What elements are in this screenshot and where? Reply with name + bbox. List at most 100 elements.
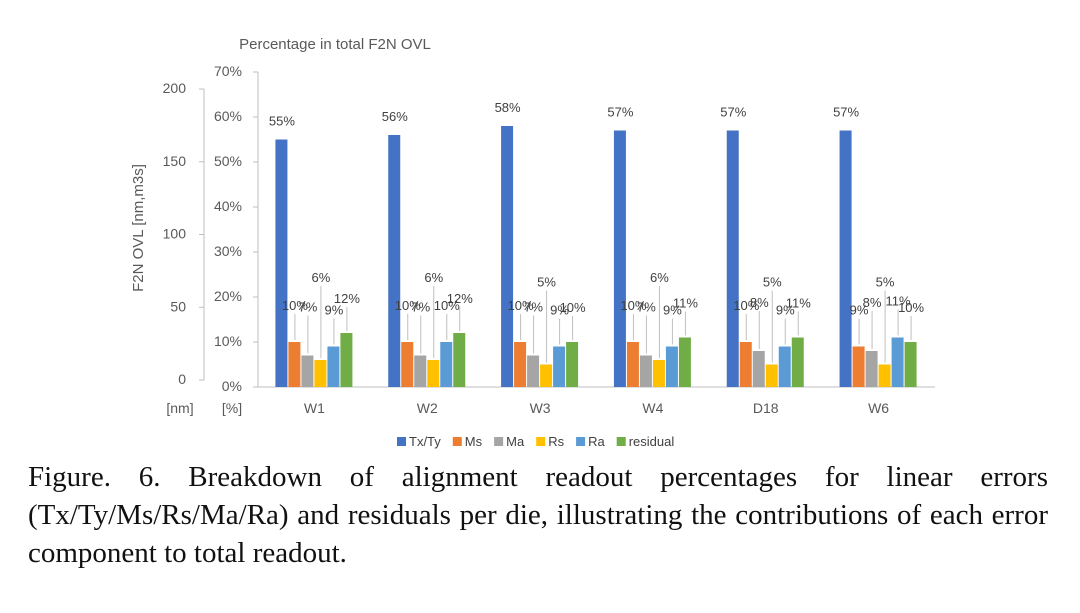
data-label: 7% [411, 300, 430, 315]
bar-series [275, 126, 917, 387]
data-label: 11% [673, 296, 698, 311]
bar-ra [778, 346, 791, 387]
x-axis-tick-label: W3 [530, 400, 551, 416]
data-label: 10% [395, 298, 421, 313]
data-label: 9% [325, 303, 344, 318]
data-label: 5% [537, 275, 556, 290]
bar-residual [340, 333, 353, 387]
x-axis-tick-label: W1 [304, 400, 325, 416]
bar-ms [852, 346, 865, 387]
data-label: 7% [524, 300, 543, 315]
legend-entry: Tx/Ty [409, 434, 441, 449]
data-label: 57% [833, 105, 859, 120]
bar-ma [639, 355, 652, 387]
legend-swatch [616, 437, 626, 446]
data-label: 7% [299, 300, 318, 315]
data-label: 10% [560, 300, 586, 315]
data-label: 57% [720, 105, 746, 120]
legend-swatch [452, 437, 462, 446]
bar-chart: Percentage in total F2N OVL F2N OVL [nm,… [130, 36, 935, 449]
data-label: 9% [550, 303, 569, 318]
data-label: 11% [786, 296, 811, 311]
legend-swatch [494, 437, 504, 446]
bar-txty [839, 130, 852, 387]
data-label: 10% [508, 298, 534, 313]
bar-ra [553, 346, 566, 387]
legend-entry: Ma [506, 434, 525, 449]
bar-ms [288, 342, 301, 387]
bar-ma [865, 351, 878, 387]
legend-entry: Ra [588, 434, 605, 449]
data-label: 5% [763, 275, 782, 290]
bar-ms [739, 342, 752, 387]
data-label: 11% [886, 294, 911, 309]
data-label: 6% [312, 270, 331, 285]
data-label: 8% [863, 295, 882, 310]
x-axis-tick-label: W2 [417, 400, 438, 416]
bar-rs [314, 360, 327, 387]
y-axis-pct-tick-label: 30% [214, 243, 242, 259]
data-label: 56% [382, 109, 408, 124]
figure-caption: Figure. 6. Breakdown of alignment readou… [28, 461, 1048, 569]
y-axis-nm-tick-label: 150 [163, 153, 187, 169]
bar-txty [501, 126, 514, 387]
bar-ms [514, 342, 527, 387]
y-axis-nm-tick-label: 200 [163, 80, 187, 96]
legend-entry: residual [629, 434, 675, 449]
y-axis-nm-tick-label: 0 [178, 371, 186, 387]
bar-ra [327, 346, 340, 387]
data-label: 6% [424, 270, 443, 285]
data-label: 58% [495, 100, 521, 115]
bar-txty [726, 130, 739, 387]
bar-ma [414, 355, 427, 387]
legend-entry: Ms [465, 434, 483, 449]
bar-ra [440, 342, 453, 387]
data-label: 10% [898, 300, 924, 315]
bar-txty [388, 135, 401, 387]
y-axis-nm-unit: [nm] [166, 400, 193, 416]
y-axis-pct-tick-label: 0% [222, 378, 242, 394]
data-label: 9% [776, 303, 795, 318]
data-label: 10% [733, 298, 759, 313]
legend-swatch [397, 437, 406, 446]
bar-rs [652, 360, 665, 387]
legend-swatch [536, 437, 546, 446]
data-label: 12% [447, 291, 473, 306]
data-label: 10% [434, 298, 460, 313]
data-label: 7% [637, 300, 656, 315]
bar-txty [275, 139, 288, 387]
legend-entry: Rs [548, 434, 564, 449]
data-label: 10% [620, 298, 646, 313]
bar-txty [613, 130, 626, 387]
legend-swatch [576, 437, 586, 446]
data-label: 57% [607, 105, 633, 120]
y-axis-nm-tick-label: 50 [170, 298, 186, 314]
data-label: 5% [876, 275, 895, 290]
bar-ma [301, 355, 314, 387]
bar-rs [765, 364, 778, 387]
y-axis-pct-tick-label: 10% [214, 333, 242, 349]
bar-residual [678, 337, 691, 387]
y-axis-pct-unit: [%] [222, 400, 242, 416]
data-label: 10% [282, 298, 308, 313]
y-axis-pct-tick-label: 70% [214, 63, 242, 79]
legend: Tx/Ty Ms Ma Rs Ra residual [397, 434, 674, 449]
data-labels: 55%10%7%6%9%12%56%10%7%6%10%12%58%10%7%5… [269, 100, 925, 363]
bar-rs [878, 364, 891, 387]
data-label: 12% [334, 291, 360, 306]
bar-ma [527, 355, 540, 387]
x-axis-tick-label: W4 [642, 400, 663, 416]
bar-residual [453, 333, 466, 387]
y-axis-pct-tick-label: 20% [214, 288, 242, 304]
bar-ma [752, 351, 765, 387]
data-label: 8% [750, 295, 769, 310]
bar-rs [427, 360, 440, 387]
y-axis-pct-tick-label: 60% [214, 108, 242, 124]
data-label: 9% [663, 303, 682, 318]
y-axis-label: F2N OVL [nm,m3s] [130, 164, 147, 292]
bar-rs [540, 364, 553, 387]
data-label: 6% [650, 270, 669, 285]
y-axis-pct-tick-label: 40% [214, 198, 242, 214]
axes: 0 50 100 150 200 0% 10% 20% 30% 40% 50% 60% 70% [nm] [… [163, 63, 935, 416]
y-axis-nm-tick-label: 100 [163, 226, 187, 242]
